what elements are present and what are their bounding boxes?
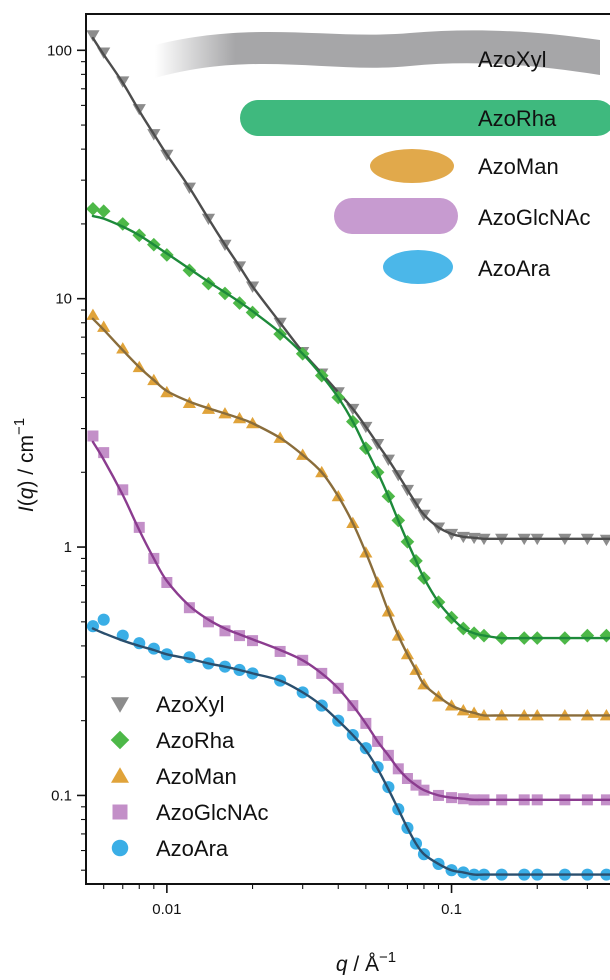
series-azoara [86, 613, 610, 881]
shape-legend-label-azoxyl: AzoXyl [478, 47, 546, 72]
shape-legend-icon-azorha [240, 100, 610, 136]
shape-legend-icon-azoara [383, 250, 453, 284]
data-point-azoglcnac [274, 645, 286, 657]
shape-legend: AzoXyl AzoRha AzoMan AzoGlcNAc AzoAra [155, 30, 610, 284]
legend-label-azoglcnac: AzoGlcNAc [156, 800, 268, 825]
shape-legend-icon-azoglcnac [334, 198, 458, 234]
data-point-azoxyl [599, 534, 610, 547]
shape-legend-label-azoara: AzoAra [478, 256, 551, 281]
plot-frame [85, 13, 610, 885]
shape-legend-label-azoman: AzoMan [478, 154, 559, 179]
series-azoglcnac [87, 430, 610, 806]
fit-line-azoglcnac [91, 440, 610, 802]
data-point-azoglcnac [183, 602, 195, 614]
axes [85, 13, 610, 885]
data-point-azorha [86, 202, 100, 216]
fit-line-azoara [91, 627, 610, 876]
data-point-azoglcnac [202, 616, 214, 628]
series-azoman [86, 308, 610, 721]
legend-label-azoxyl: AzoXyl [156, 692, 224, 717]
data-point-azoglcnac [219, 625, 231, 637]
fit-line-azoxyl [91, 36, 610, 541]
legend-marker-azorha [110, 730, 130, 750]
y-tick-label: 100 [47, 42, 72, 59]
shape-legend-label-azorha: AzoRha [478, 106, 557, 131]
data-point-azoglcnac [117, 484, 129, 496]
shape-legend-icon-azoxyl [155, 30, 600, 78]
y-tick-label: 0.1 [51, 787, 72, 804]
legend-marker-azoglcnac [112, 804, 128, 820]
shape-legend-icon-azoman [370, 149, 454, 183]
y-tick-label: 10 [55, 291, 72, 308]
y-axis-label: I(q) / cm−1 [11, 418, 38, 512]
x-axis-label: q / Å−1 [336, 949, 396, 975]
legend-entry-azoman: AzoMan [111, 764, 237, 789]
x-tick-label: 0.01 [152, 901, 181, 918]
data-point-azoman [86, 308, 100, 320]
fit-line-azorha [91, 214, 610, 640]
data-point-azoman [97, 320, 111, 332]
legend-entry-azorha: AzoRha [110, 728, 235, 753]
data-point-azoara [97, 613, 110, 626]
data-legend: AzoXyl AzoRha AzoMan AzoGlcNAc AzoAra [110, 692, 268, 861]
legend-marker-azoara [111, 839, 129, 857]
data-point-azorha [580, 628, 595, 643]
legend-label-azorha: AzoRha [156, 728, 235, 753]
legend-entry-azoara: AzoAra [111, 836, 229, 861]
legend-entry-azoxyl: AzoXyl [111, 692, 224, 717]
y-tick-label: 1 [64, 539, 72, 556]
x-tick-label: 0.1 [441, 901, 462, 918]
series-azoxyl [86, 30, 610, 547]
series-azorha [86, 202, 610, 645]
data-point-azoglcnac [87, 430, 99, 442]
legend-label-azoara: AzoAra [156, 836, 229, 861]
legend-label-azoman: AzoMan [156, 764, 237, 789]
legend-marker-azoman [111, 767, 129, 783]
data-point-azorha [96, 204, 111, 219]
data-point-azoman [116, 342, 130, 354]
data-point-azoxyl [86, 30, 100, 42]
fit-line-azoman [91, 317, 610, 717]
data-point-azoglcnac [98, 447, 110, 459]
legend-marker-azoxyl [111, 697, 129, 713]
data-point-azorha [599, 628, 610, 643]
legend-entry-azoglcnac: AzoGlcNAc [112, 800, 268, 825]
shape-legend-label-azoglcnac: AzoGlcNAc [478, 205, 590, 230]
